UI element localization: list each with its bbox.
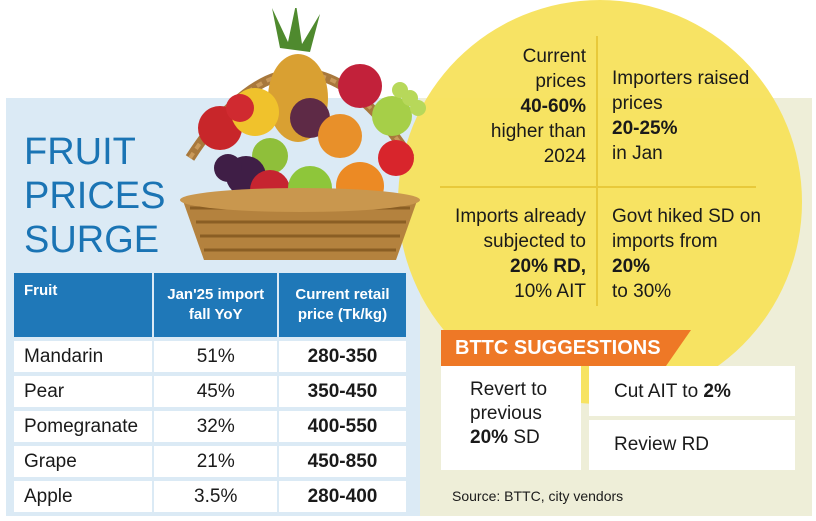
title-line-3: SURGE — [24, 219, 160, 261]
cell-fruit: Grape — [14, 442, 155, 477]
cell-price: 450-850 — [278, 442, 406, 477]
fact-text: Imports already subjected to — [455, 206, 586, 252]
divider-horizontal — [440, 186, 756, 188]
suggestion-text: Cut AIT to — [614, 381, 699, 402]
cell-fruit: Pomegranate — [14, 407, 155, 442]
suggestion-text: Revert to previous — [470, 379, 548, 424]
table-row: Pomegranate 32% 400-550 — [14, 407, 406, 442]
cell-fruit: Pear — [14, 372, 155, 407]
suggestion-revert-sd: Revert to previous 20% SD — [470, 378, 570, 450]
fact-current-prices: Current prices 40-60% higher than 2024 — [470, 44, 586, 169]
fact-text: in Jan — [612, 143, 663, 164]
fact-text: to 30% — [612, 281, 672, 302]
suggestion-highlight: 20% — [470, 427, 509, 448]
suggestion-highlight: 2% — [703, 381, 731, 402]
suggestion-review-rd: Review RD — [614, 434, 710, 455]
fruit-price-table: Fruit Jan'25 import fall YoY Current ret… — [14, 273, 406, 512]
suggestion-box — [589, 366, 795, 416]
cell-fall: 21% — [154, 442, 279, 477]
suggestion-text: SD — [513, 427, 540, 448]
table-row: Apple 3.5% 280-400 — [14, 477, 406, 512]
header-fruit: Fruit — [14, 273, 155, 337]
fact-highlight: 20-25% — [612, 118, 678, 139]
fact-text: Govt hiked SD on imports from — [612, 206, 761, 252]
fact-highlight: 20% — [612, 256, 651, 277]
cell-fall: 32% — [154, 407, 279, 442]
divider-vertical — [596, 36, 598, 306]
suggestions-banner — [441, 330, 691, 366]
fact-text: 10% AIT — [514, 281, 586, 302]
fact-importers-raised: Importers raised prices 20-25% in Jan — [612, 66, 752, 166]
cell-price: 280-350 — [278, 337, 406, 372]
table-row: Grape 21% 450-850 — [14, 442, 406, 477]
fact-govt-sd: Govt hiked SD on imports from 20% to 30% — [612, 204, 762, 304]
title-line-2: PRICES — [24, 175, 166, 217]
table-header-row: Fruit Jan'25 import fall YoY Current ret… — [14, 273, 406, 337]
cell-price: 400-550 — [278, 407, 406, 442]
suggestions-heading: BTTC SUGGESTIONS — [455, 337, 661, 359]
header-import-fall: Jan'25 import fall YoY — [154, 273, 279, 337]
table-row: Mandarin 51% 280-350 — [14, 337, 406, 372]
suggestion-box — [589, 420, 795, 470]
fact-text: Current prices — [522, 46, 586, 92]
fact-highlight: 40-60% — [520, 96, 587, 117]
cell-fruit: Mandarin — [14, 337, 155, 372]
cell-price: 350-450 — [278, 372, 406, 407]
source-note: Source: BTTC, city vendors — [452, 488, 624, 504]
page-title: FRUIT PRICES SURGE — [24, 130, 174, 262]
cell-fall: 45% — [154, 372, 279, 407]
fact-highlight: 20% RD, — [509, 256, 586, 277]
title-line-1: FRUIT — [24, 131, 136, 173]
cell-price: 280-400 — [278, 477, 406, 512]
table-row: Pear 45% 350-450 — [14, 372, 406, 407]
fact-text: Importers raised prices — [612, 68, 750, 114]
fact-text: higher than 2024 — [490, 121, 586, 167]
header-retail-price: Current retail price (Tk/kg) — [278, 273, 406, 337]
fruit-basket-image — [180, 8, 426, 260]
suggestion-box — [441, 366, 581, 470]
fact-import-duties: Imports already subjected to 20% RD, 10%… — [448, 204, 586, 304]
cell-fall: 3.5% — [154, 477, 279, 512]
suggestion-cut-ait: Cut AIT to 2% — [614, 380, 731, 404]
cell-fall: 51% — [154, 337, 279, 372]
cell-fruit: Apple — [14, 477, 155, 512]
